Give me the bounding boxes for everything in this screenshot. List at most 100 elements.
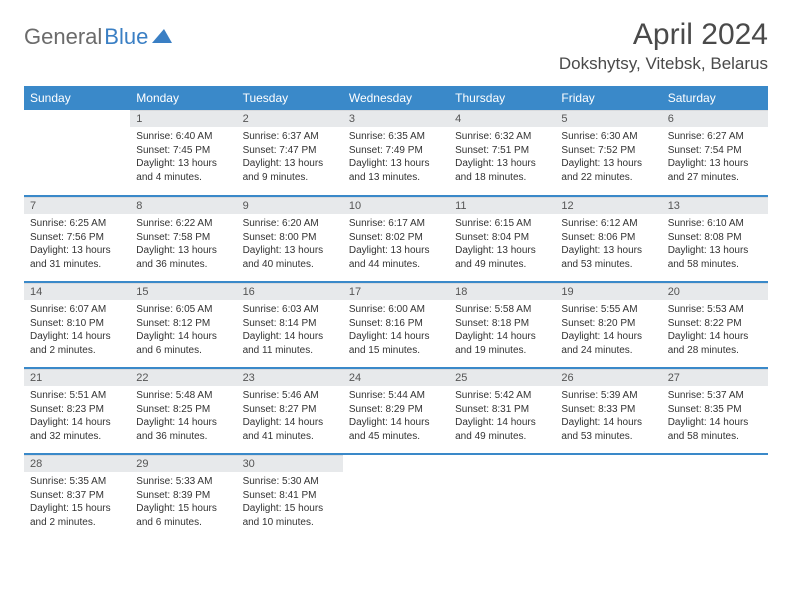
day-details: Sunrise: 5:55 AMSunset: 8:20 PMDaylight:… xyxy=(555,300,661,361)
sunrise-text: Sunrise: 6:07 AM xyxy=(30,303,124,317)
daylight-text: and 49 minutes. xyxy=(455,430,549,444)
sunset-text: Sunset: 7:47 PM xyxy=(243,144,337,158)
day-number: 29 xyxy=(130,455,236,472)
sunset-text: Sunset: 8:39 PM xyxy=(136,489,230,503)
logo-triangle-icon xyxy=(152,27,172,48)
weekday-header-row: Sunday Monday Tuesday Wednesday Thursday… xyxy=(24,86,768,110)
daylight-text: and 19 minutes. xyxy=(455,344,549,358)
day-number: 11 xyxy=(449,197,555,214)
calendar-day-cell xyxy=(449,454,555,540)
day-details: Sunrise: 6:35 AMSunset: 7:49 PMDaylight:… xyxy=(343,127,449,188)
day-number: 3 xyxy=(343,110,449,127)
sunrise-text: Sunrise: 5:44 AM xyxy=(349,389,443,403)
sunrise-text: Sunrise: 6:12 AM xyxy=(561,217,655,231)
day-number: 5 xyxy=(555,110,661,127)
calendar-week-row: 28Sunrise: 5:35 AMSunset: 8:37 PMDayligh… xyxy=(24,454,768,540)
daylight-text: and 45 minutes. xyxy=(349,430,443,444)
daylight-text: and 58 minutes. xyxy=(668,258,762,272)
day-number: 22 xyxy=(130,369,236,386)
day-details: Sunrise: 6:37 AMSunset: 7:47 PMDaylight:… xyxy=(237,127,343,188)
day-number: 12 xyxy=(555,197,661,214)
calendar-day-cell xyxy=(662,454,768,540)
day-details: Sunrise: 5:46 AMSunset: 8:27 PMDaylight:… xyxy=(237,386,343,447)
location-subtitle: Dokshytsy, Vitebsk, Belarus xyxy=(559,54,768,74)
calendar-day-cell: 23Sunrise: 5:46 AMSunset: 8:27 PMDayligh… xyxy=(237,368,343,454)
sunrise-text: Sunrise: 6:17 AM xyxy=(349,217,443,231)
day-number: 21 xyxy=(24,369,130,386)
daylight-text: Daylight: 14 hours xyxy=(349,330,443,344)
day-details: Sunrise: 5:51 AMSunset: 8:23 PMDaylight:… xyxy=(24,386,130,447)
calendar-day-cell: 5Sunrise: 6:30 AMSunset: 7:52 PMDaylight… xyxy=(555,110,661,196)
sunrise-text: Sunrise: 5:39 AM xyxy=(561,389,655,403)
sunrise-text: Sunrise: 6:27 AM xyxy=(668,130,762,144)
calendar-table: Sunday Monday Tuesday Wednesday Thursday… xyxy=(24,86,768,540)
sunrise-text: Sunrise: 5:46 AM xyxy=(243,389,337,403)
empty-day xyxy=(24,110,130,114)
day-details: Sunrise: 5:53 AMSunset: 8:22 PMDaylight:… xyxy=(662,300,768,361)
daylight-text: Daylight: 14 hours xyxy=(30,330,124,344)
sunrise-text: Sunrise: 5:30 AM xyxy=(243,475,337,489)
daylight-text: and 36 minutes. xyxy=(136,258,230,272)
weekday-header: Sunday xyxy=(24,86,130,110)
daylight-text: and 2 minutes. xyxy=(30,516,124,530)
calendar-day-cell: 15Sunrise: 6:05 AMSunset: 8:12 PMDayligh… xyxy=(130,282,236,368)
calendar-day-cell: 20Sunrise: 5:53 AMSunset: 8:22 PMDayligh… xyxy=(662,282,768,368)
daylight-text: and 36 minutes. xyxy=(136,430,230,444)
day-number: 10 xyxy=(343,197,449,214)
calendar-day-cell: 4Sunrise: 6:32 AMSunset: 7:51 PMDaylight… xyxy=(449,110,555,196)
calendar-day-cell: 29Sunrise: 5:33 AMSunset: 8:39 PMDayligh… xyxy=(130,454,236,540)
sunset-text: Sunset: 8:00 PM xyxy=(243,231,337,245)
daylight-text: and 15 minutes. xyxy=(349,344,443,358)
day-number: 16 xyxy=(237,283,343,300)
day-details: Sunrise: 6:25 AMSunset: 7:56 PMDaylight:… xyxy=(24,214,130,275)
sunset-text: Sunset: 8:02 PM xyxy=(349,231,443,245)
calendar-day-cell: 22Sunrise: 5:48 AMSunset: 8:25 PMDayligh… xyxy=(130,368,236,454)
sunset-text: Sunset: 8:20 PM xyxy=(561,317,655,331)
daylight-text: Daylight: 13 hours xyxy=(349,157,443,171)
daylight-text: and 10 minutes. xyxy=(243,516,337,530)
day-number: 24 xyxy=(343,369,449,386)
month-title: April 2024 xyxy=(559,18,768,52)
daylight-text: Daylight: 14 hours xyxy=(136,330,230,344)
calendar-day-cell: 17Sunrise: 6:00 AMSunset: 8:16 PMDayligh… xyxy=(343,282,449,368)
daylight-text: Daylight: 13 hours xyxy=(668,157,762,171)
day-number: 23 xyxy=(237,369,343,386)
day-details: Sunrise: 6:22 AMSunset: 7:58 PMDaylight:… xyxy=(130,214,236,275)
day-number: 6 xyxy=(662,110,768,127)
day-number: 2 xyxy=(237,110,343,127)
sunrise-text: Sunrise: 5:58 AM xyxy=(455,303,549,317)
daylight-text: and 6 minutes. xyxy=(136,344,230,358)
day-details: Sunrise: 6:10 AMSunset: 8:08 PMDaylight:… xyxy=(662,214,768,275)
daylight-text: Daylight: 14 hours xyxy=(668,416,762,430)
day-number: 27 xyxy=(662,369,768,386)
daylight-text: Daylight: 14 hours xyxy=(455,416,549,430)
sunrise-text: Sunrise: 5:35 AM xyxy=(30,475,124,489)
title-block: April 2024 Dokshytsy, Vitebsk, Belarus xyxy=(559,18,768,74)
daylight-text: and 24 minutes. xyxy=(561,344,655,358)
sunset-text: Sunset: 8:18 PM xyxy=(455,317,549,331)
sunset-text: Sunset: 8:35 PM xyxy=(668,403,762,417)
sunrise-text: Sunrise: 5:48 AM xyxy=(136,389,230,403)
sunset-text: Sunset: 8:08 PM xyxy=(668,231,762,245)
logo-text-general: General xyxy=(24,24,102,50)
calendar-day-cell: 26Sunrise: 5:39 AMSunset: 8:33 PMDayligh… xyxy=(555,368,661,454)
day-number: 9 xyxy=(237,197,343,214)
sunset-text: Sunset: 8:27 PM xyxy=(243,403,337,417)
day-details: Sunrise: 5:58 AMSunset: 8:18 PMDaylight:… xyxy=(449,300,555,361)
weekday-header: Monday xyxy=(130,86,236,110)
logo: General Blue xyxy=(24,18,172,50)
daylight-text: Daylight: 13 hours xyxy=(561,157,655,171)
sunrise-text: Sunrise: 5:33 AM xyxy=(136,475,230,489)
sunset-text: Sunset: 7:45 PM xyxy=(136,144,230,158)
day-details: Sunrise: 6:12 AMSunset: 8:06 PMDaylight:… xyxy=(555,214,661,275)
day-details: Sunrise: 6:03 AMSunset: 8:14 PMDaylight:… xyxy=(237,300,343,361)
daylight-text: Daylight: 13 hours xyxy=(455,157,549,171)
calendar-day-cell: 19Sunrise: 5:55 AMSunset: 8:20 PMDayligh… xyxy=(555,282,661,368)
daylight-text: and 31 minutes. xyxy=(30,258,124,272)
calendar-day-cell: 1Sunrise: 6:40 AMSunset: 7:45 PMDaylight… xyxy=(130,110,236,196)
calendar-day-cell: 28Sunrise: 5:35 AMSunset: 8:37 PMDayligh… xyxy=(24,454,130,540)
empty-day xyxy=(555,455,661,459)
sunset-text: Sunset: 7:56 PM xyxy=(30,231,124,245)
weekday-header: Saturday xyxy=(662,86,768,110)
daylight-text: Daylight: 13 hours xyxy=(136,244,230,258)
